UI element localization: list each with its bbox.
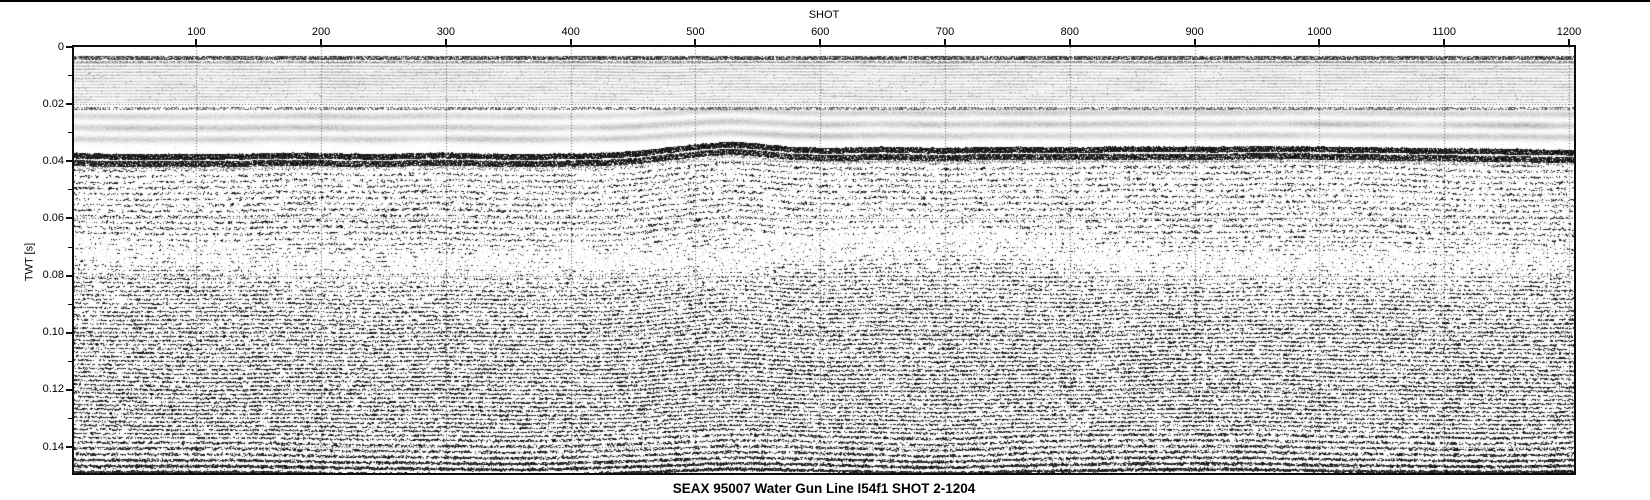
x-tick-label: 1000 <box>1307 26 1332 38</box>
y-tick-mark <box>66 160 72 163</box>
x-tick-label: 500 <box>686 26 705 38</box>
y-tick-mark <box>66 446 72 448</box>
x-tick-label: 100 <box>187 26 206 38</box>
y-minor-tick-mark <box>68 360 72 362</box>
y-minor-tick-mark <box>68 417 72 419</box>
x-tick-label: 1200 <box>1556 26 1582 38</box>
x-tick-mark <box>1068 39 1071 45</box>
x-tick-label: 200 <box>311 26 331 38</box>
x-axis-title: SHOT <box>808 9 840 21</box>
y-tick-mark <box>66 46 72 48</box>
x-tick-mark <box>694 39 697 45</box>
y-tick-mark <box>66 331 72 334</box>
x-tick-mark <box>944 39 947 45</box>
x-tick-label: 1100 <box>1432 26 1457 38</box>
x-tick-label: 600 <box>811 26 830 38</box>
x-tick-label: 400 <box>561 26 580 38</box>
x-tick-mark <box>1193 39 1196 45</box>
x-tick-mark <box>444 39 447 45</box>
y-tick-label: 0.04 <box>42 154 64 167</box>
x-tick-mark <box>1443 39 1446 45</box>
y-tick-label: 0 <box>57 40 64 53</box>
x-tick-mark <box>320 39 323 45</box>
y-tick-label: 0.12 <box>42 383 64 396</box>
x-tick-mark <box>1568 39 1570 45</box>
x-tick-label: 300 <box>436 26 456 38</box>
x-tick-mark <box>195 39 198 45</box>
plot-frame <box>72 45 1576 475</box>
y-tick-mark <box>66 274 72 277</box>
x-tick-mark <box>819 39 822 45</box>
x-tick-label: 800 <box>1060 26 1079 38</box>
y-tick-label: 0.10 <box>42 326 64 339</box>
y-minor-tick-mark <box>68 75 72 77</box>
y-minor-tick-mark <box>68 132 72 134</box>
x-tick-mark <box>1318 39 1321 45</box>
x-tick-mark <box>569 39 572 45</box>
y-tick-label: 0.08 <box>42 269 64 282</box>
y-minor-tick-mark <box>68 189 72 191</box>
y-tick-mark <box>66 388 72 391</box>
x-tick-label: 900 <box>1185 26 1204 38</box>
y-tick-label: 0.06 <box>42 211 64 224</box>
y-tick-mark <box>66 217 72 220</box>
seismic-image-canvas <box>74 47 1574 473</box>
y-tick-label: 0.02 <box>42 97 64 110</box>
y-tick-mark <box>66 103 72 106</box>
y-tick-label: 0.14 <box>42 440 64 453</box>
x-tick-label: 700 <box>935 26 955 38</box>
y-minor-tick-mark <box>68 303 72 305</box>
top-window-border <box>0 0 1650 2</box>
figure-title: SEAX 95007 Water Gun Line I54f1 SHOT 2-1… <box>672 481 976 496</box>
y-minor-tick-mark <box>68 246 72 248</box>
